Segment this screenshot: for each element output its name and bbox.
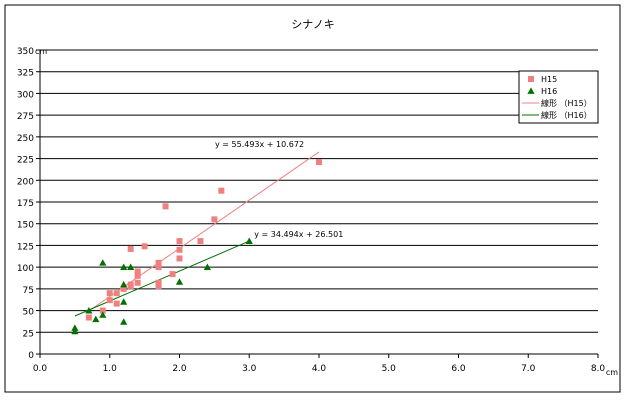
point-h15 [155, 279, 162, 286]
x-tick-label: 3.0 [242, 364, 257, 374]
point-h15 [176, 255, 183, 262]
point-h16 [71, 324, 79, 331]
trendline-equation-h16: y = 34.494x + 26.501 [254, 230, 343, 239]
y-tick-label: 125 [17, 242, 34, 252]
point-h15 [106, 290, 113, 297]
x-tick-label: 6.0 [451, 364, 466, 374]
point-h16 [120, 298, 128, 305]
point-h15 [176, 246, 183, 253]
y-tick-label: 250 [17, 134, 34, 144]
point-h15 [155, 259, 162, 266]
x-tick-label: 0.0 [33, 364, 48, 374]
point-h16 [99, 259, 107, 266]
y-tick-label: 25 [23, 329, 34, 339]
y-tick-label: 50 [23, 308, 35, 318]
x-axis-unit: cm [606, 368, 618, 377]
y-tick-label: 300 [17, 90, 34, 100]
chart-title: シナノキ [291, 18, 334, 31]
y-tick-label: 100 [17, 264, 34, 274]
point-h15 [169, 271, 176, 278]
point-h15 [162, 203, 169, 210]
point-h15 [85, 314, 92, 321]
legend: H15 H16 線形 （H15） 線形 （H16） [518, 70, 599, 124]
x-tick-label: 1.0 [103, 364, 118, 374]
y-tick-label: 275 [17, 112, 34, 122]
point-h15 [155, 283, 162, 290]
data-points [71, 159, 322, 335]
point-h15 [134, 279, 141, 286]
point-h16 [120, 280, 128, 288]
point-h16 [71, 327, 79, 335]
legend-label-trend-h15: 線形 （H15） [541, 98, 592, 108]
point-h15 [106, 297, 113, 304]
point-h15 [120, 285, 127, 292]
trendline-h16 [74, 240, 250, 317]
point-h15 [316, 159, 322, 166]
point-h15 [197, 238, 204, 245]
point-h15 [134, 272, 141, 279]
point-h16 [203, 263, 211, 271]
point-h15 [113, 300, 120, 307]
y-tick-label: 0 [28, 351, 34, 361]
chart-area-border [4, 4, 621, 393]
point-h16 [92, 315, 100, 323]
point-h15 [211, 216, 218, 223]
legend-label-h16: H16 [541, 87, 557, 96]
y-tick-label: 325 [17, 69, 34, 79]
point-h15 [155, 264, 162, 271]
gridlines [40, 49, 598, 333]
point-h15 [141, 243, 148, 250]
point-h16 [99, 311, 107, 318]
x-tick-label: 8.0 [591, 364, 606, 374]
point-h16 [245, 237, 253, 244]
point-h15 [134, 268, 141, 275]
y-tick-label: 75 [23, 286, 34, 296]
y-tick-label: 150 [17, 221, 34, 231]
point-h15 [176, 238, 183, 245]
x-tick-label: 5.0 [382, 364, 397, 374]
legend-marker-h16 [527, 87, 535, 94]
trendlines: y = 55.493x + 10.672 y = 34.494x + 26.501 [74, 140, 343, 317]
x-tick-label: 7.0 [521, 364, 536, 374]
y-tick-label: 350 [17, 47, 34, 57]
point-h16 [85, 306, 93, 314]
point-h16 [120, 263, 128, 271]
legend-marker-h15 [528, 76, 534, 82]
point-h16 [127, 263, 135, 271]
point-h15 [113, 290, 120, 297]
y-tick-label: 175 [17, 199, 34, 209]
trendline-h15 [88, 151, 320, 312]
point-h15 [127, 245, 134, 252]
legend-label-h15: H15 [541, 75, 557, 84]
x-tick-label: 2.0 [172, 364, 187, 374]
y-tick-label: 200 [17, 177, 34, 187]
axes: 0 25 50 75 100 125 150 175 200 225 250 275 300 325 350… [17, 47, 618, 377]
point-h16 [120, 318, 128, 325]
point-h16 [175, 278, 184, 285]
point-h15 [99, 307, 106, 314]
y-axis-unit: cm [35, 47, 47, 56]
point-h15 [127, 281, 134, 288]
trendline-equation-h15: y = 55.493x + 10.672 [215, 140, 304, 149]
y-tick-label: 225 [17, 156, 34, 166]
point-h15 [218, 187, 225, 194]
legend-label-trend-h16: 線形 （H16） [541, 110, 592, 120]
x-tick-label: 4.0 [312, 364, 327, 374]
